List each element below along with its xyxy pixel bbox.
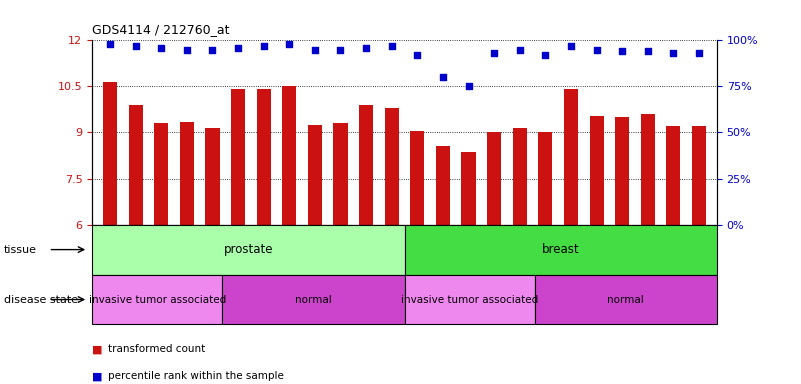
Bar xyxy=(461,152,476,225)
Text: breast: breast xyxy=(542,243,579,256)
Point xyxy=(513,46,526,53)
Text: percentile rank within the sample: percentile rank within the sample xyxy=(108,371,284,381)
Point xyxy=(206,46,219,53)
Point xyxy=(642,48,654,55)
Point xyxy=(590,46,603,53)
Bar xyxy=(410,131,425,225)
Bar xyxy=(538,132,553,225)
Text: tissue: tissue xyxy=(4,245,37,255)
Bar xyxy=(92,225,405,275)
Text: normal: normal xyxy=(295,295,332,305)
Point xyxy=(565,43,578,49)
Bar xyxy=(666,126,680,225)
Point xyxy=(103,41,116,47)
Text: invasive tumor associated: invasive tumor associated xyxy=(89,295,226,305)
Text: prostate: prostate xyxy=(223,243,273,256)
Bar xyxy=(564,89,578,225)
Point xyxy=(616,48,629,55)
Bar xyxy=(641,114,654,225)
Bar xyxy=(179,122,194,225)
Bar xyxy=(436,146,450,225)
Bar xyxy=(513,128,527,225)
Bar xyxy=(129,105,143,225)
Bar xyxy=(692,126,706,225)
Bar xyxy=(359,105,373,225)
Bar xyxy=(308,125,322,225)
Bar xyxy=(384,108,399,225)
Bar xyxy=(155,123,168,225)
Point xyxy=(385,43,398,49)
Bar xyxy=(405,225,717,275)
Bar xyxy=(92,275,223,324)
Point xyxy=(283,41,296,47)
Point xyxy=(693,50,706,56)
Text: ■: ■ xyxy=(92,371,106,381)
Point xyxy=(462,83,475,89)
Point xyxy=(334,46,347,53)
Point xyxy=(180,46,193,53)
Point xyxy=(437,74,449,80)
Text: invasive tumor associated: invasive tumor associated xyxy=(401,295,538,305)
Point xyxy=(129,43,142,49)
Point xyxy=(488,50,501,56)
Point xyxy=(257,43,270,49)
Point xyxy=(360,45,372,51)
Bar xyxy=(615,117,630,225)
Bar xyxy=(256,89,271,225)
Bar xyxy=(231,89,245,225)
Bar xyxy=(487,132,501,225)
Bar xyxy=(333,123,348,225)
Bar xyxy=(405,275,535,324)
Point xyxy=(539,52,552,58)
Text: normal: normal xyxy=(607,295,644,305)
Text: ■: ■ xyxy=(92,344,106,354)
Point xyxy=(667,50,680,56)
Point xyxy=(231,45,244,51)
Bar xyxy=(205,128,219,225)
Bar xyxy=(223,275,405,324)
Bar xyxy=(103,82,117,225)
Text: transformed count: transformed count xyxy=(108,344,205,354)
Bar xyxy=(535,275,717,324)
Text: GDS4114 / 212760_at: GDS4114 / 212760_at xyxy=(92,23,230,36)
Point xyxy=(308,46,321,53)
Bar xyxy=(590,116,604,225)
Point xyxy=(411,52,424,58)
Text: disease state: disease state xyxy=(4,295,78,305)
Bar xyxy=(282,86,296,225)
Point xyxy=(155,45,167,51)
